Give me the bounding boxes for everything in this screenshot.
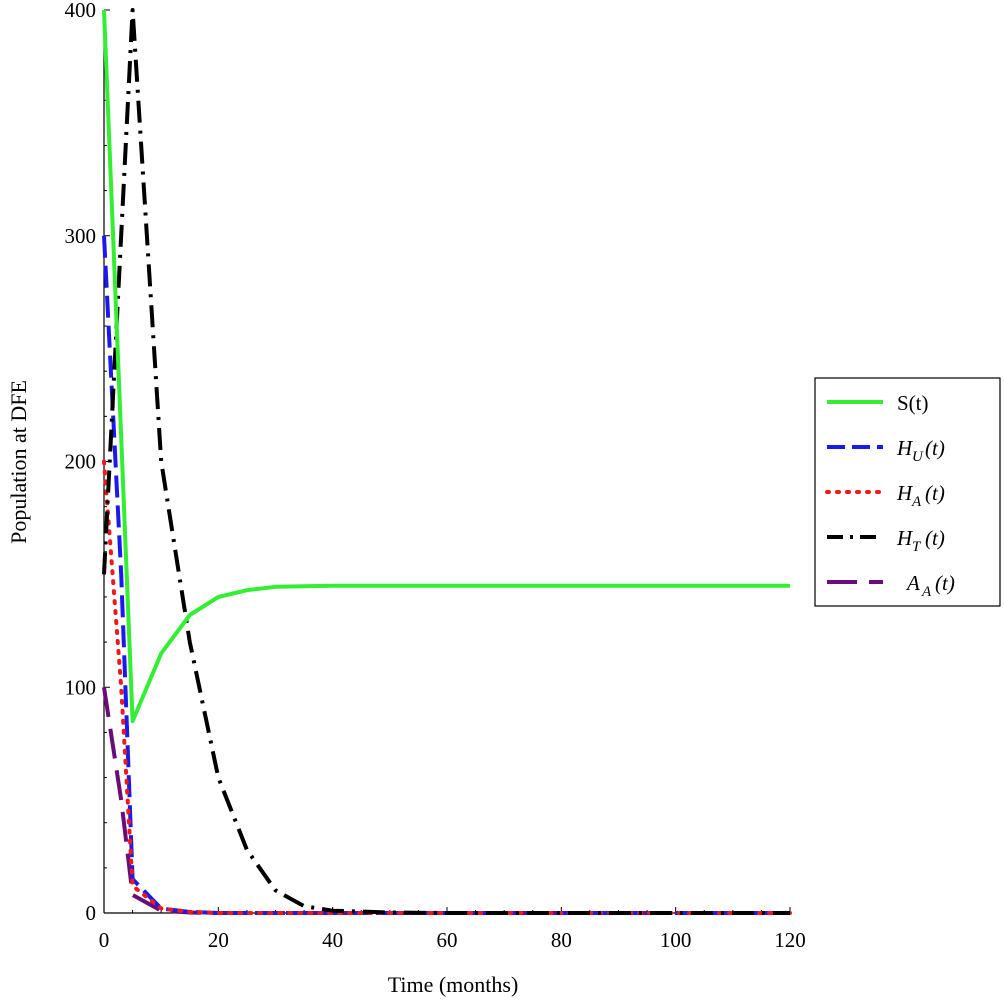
x-tick-label: 20 <box>208 928 229 952</box>
series-line-3 <box>102 8 790 915</box>
y-tick-label: 300 <box>65 224 97 248</box>
y-axis-title: Population at DFE <box>6 380 31 544</box>
legend-label-main: H <box>896 436 914 460</box>
axes: 0 100 200 300 400 0 20 40 60 80 100 120 <box>65 0 806 952</box>
y-tick-label: 400 <box>65 0 97 22</box>
legend-label-sub: T <box>912 539 922 555</box>
legend-label-tail: (t) <box>925 436 945 460</box>
x-tick-label: 0 <box>99 928 110 952</box>
legend-label-tail: (t) <box>925 526 945 550</box>
legend-label-tail: (t) <box>925 481 945 505</box>
legend-label-main: H <box>896 526 914 550</box>
series-line-0 <box>102 9 790 724</box>
series-line-1 <box>102 235 790 915</box>
x-tick-label: 60 <box>437 928 458 952</box>
legend-label-sub: A <box>911 494 922 510</box>
legend-label: S(t) <box>897 391 929 415</box>
legend-label-sub: U <box>912 449 924 465</box>
y-tick-label: 0 <box>86 901 97 925</box>
x-tick-label: 100 <box>660 928 692 952</box>
x-tick-label: 40 <box>322 928 343 952</box>
legend-label-main: A <box>905 571 920 595</box>
y-tick-label: 200 <box>65 450 97 474</box>
legend-label-tail: (t) <box>935 571 955 595</box>
x-tick-label: 80 <box>551 928 572 952</box>
legend-label-sub: A <box>921 584 932 600</box>
x-tick-label: 120 <box>774 928 806 952</box>
x-axis-title: Time (months) <box>388 972 519 997</box>
legend-label-main: H <box>896 481 914 505</box>
y-tick-label: 100 <box>65 675 97 699</box>
series-line-2 <box>102 459 792 915</box>
series-layer <box>102 8 792 915</box>
legend: S(t)H U (t)H A (t)H T (t)A A (t) <box>814 377 1001 607</box>
